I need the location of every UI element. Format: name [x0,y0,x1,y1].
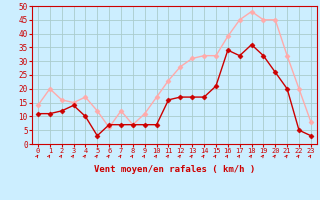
X-axis label: Vent moyen/en rafales ( km/h ): Vent moyen/en rafales ( km/h ) [94,165,255,174]
